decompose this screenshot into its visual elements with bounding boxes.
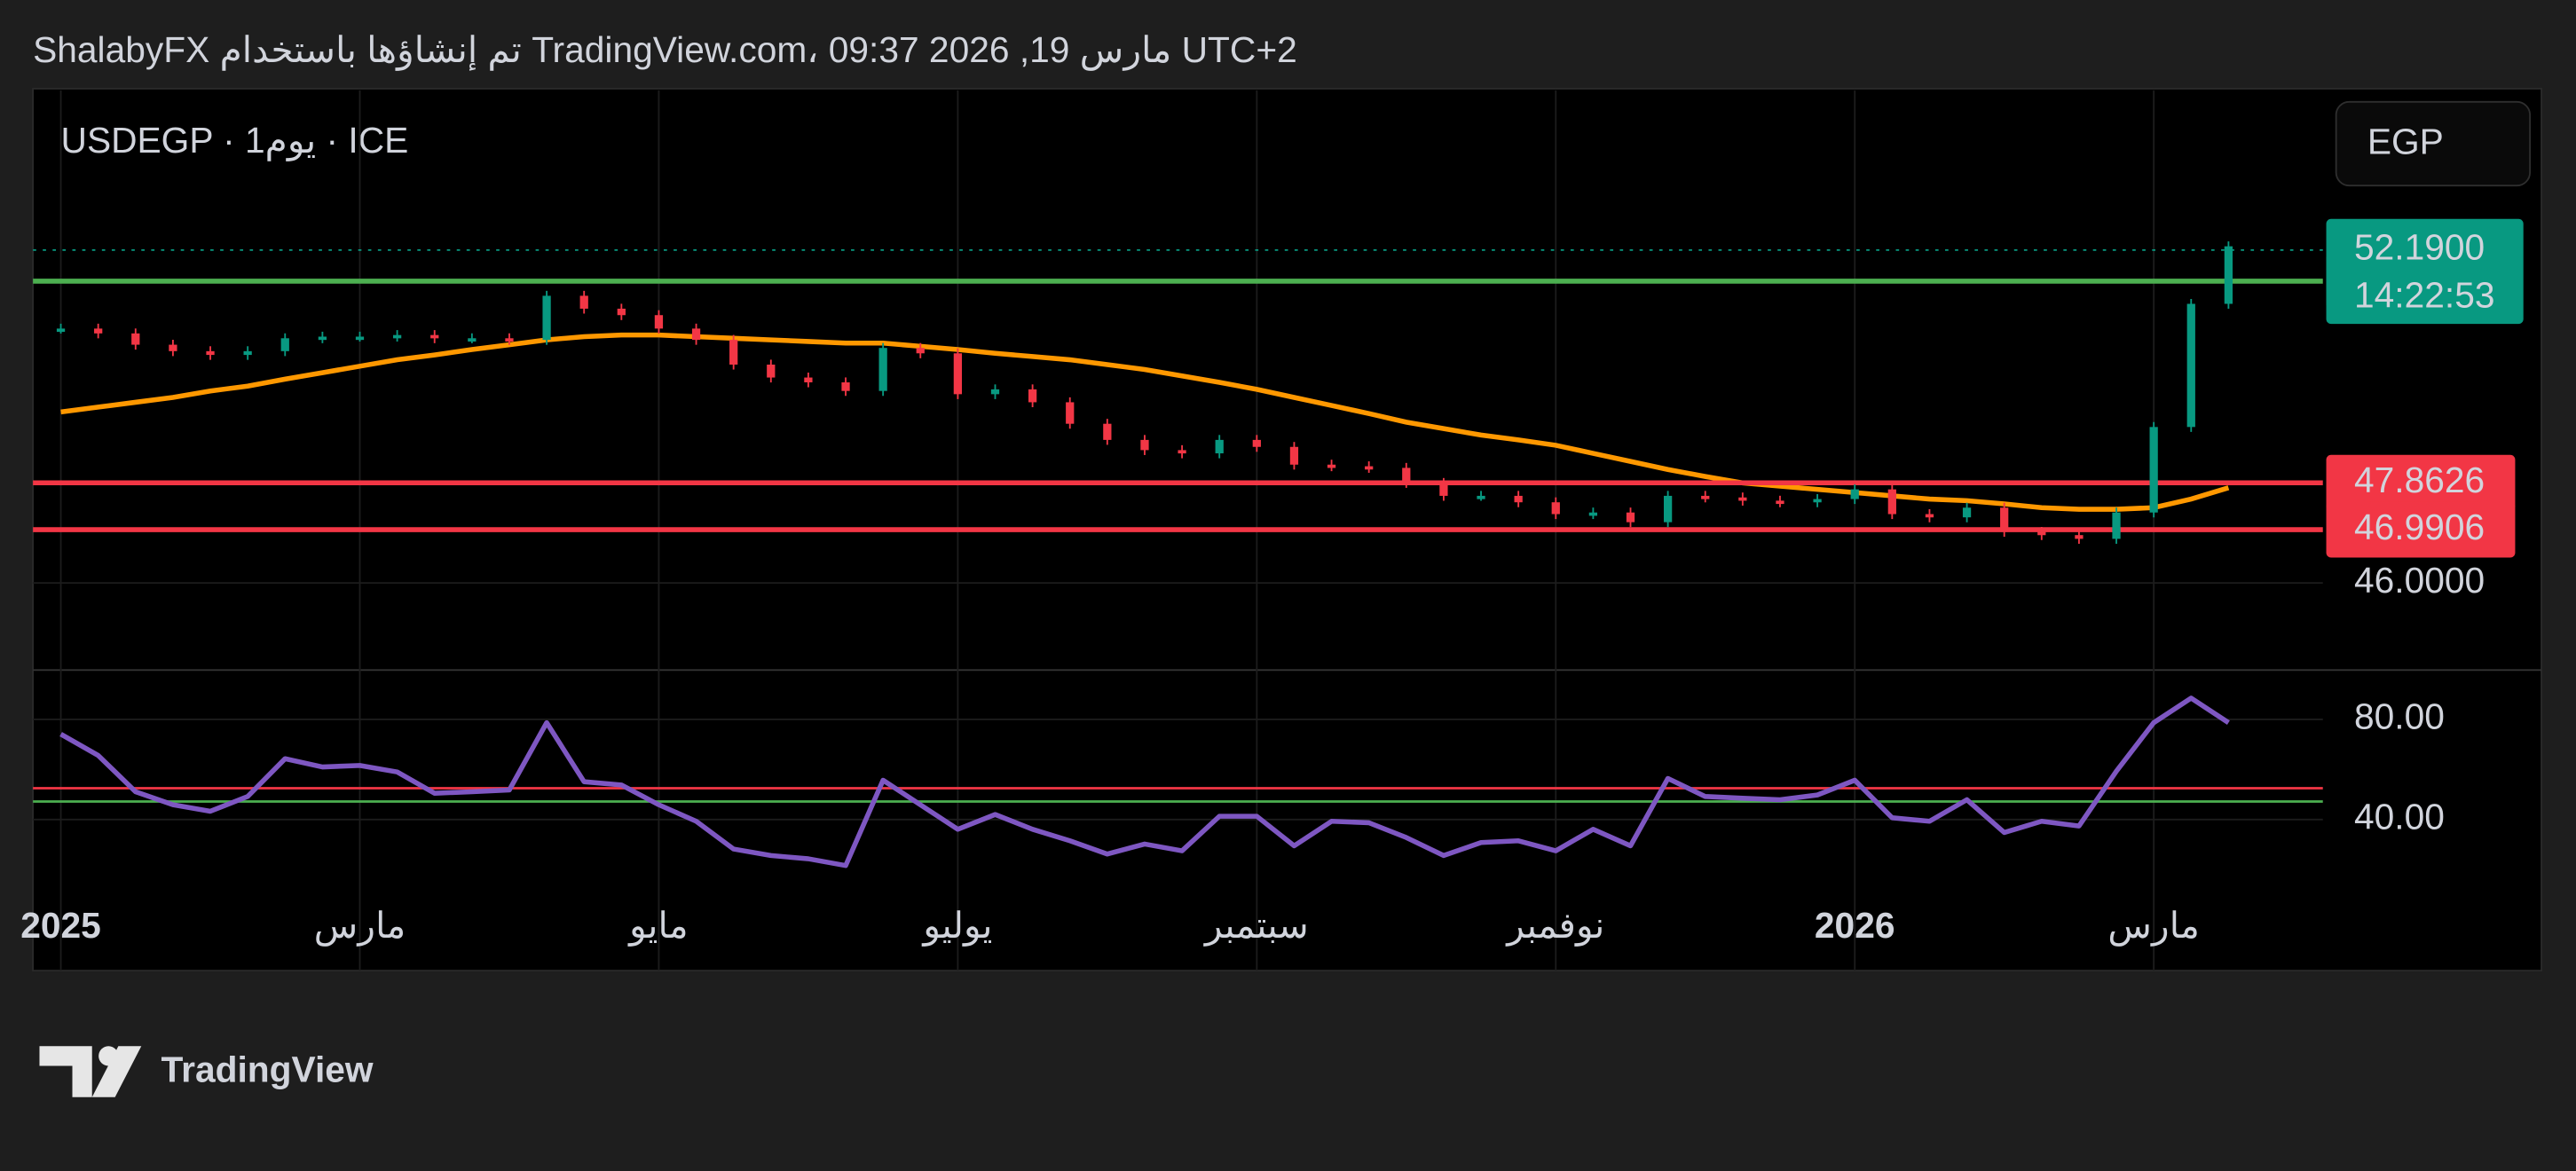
- candle: [206, 350, 215, 356]
- candle: [916, 348, 925, 354]
- moving-average: [60, 332, 2230, 512]
- candle: [94, 328, 103, 334]
- candle: [1365, 466, 1374, 470]
- candle: [579, 295, 588, 309]
- candle: [1028, 389, 1037, 403]
- candle: [468, 338, 477, 342]
- last-price-label: 52.1900: [2354, 227, 2485, 268]
- price-pane: [33, 90, 2323, 971]
- x-tick-label: 2026: [1815, 905, 1895, 946]
- candle: [243, 350, 252, 356]
- candle: [2075, 535, 2084, 539]
- candle: [505, 338, 514, 342]
- candle: [1850, 489, 1859, 499]
- candle: [1103, 423, 1112, 440]
- x-tick-label: سبتمبر: [1203, 905, 1309, 947]
- x-tick-label: 2025: [20, 905, 101, 946]
- candle: [2112, 512, 2121, 539]
- candle: [1477, 495, 1485, 499]
- candle: [729, 340, 738, 365]
- candle: [1252, 439, 1261, 447]
- candle: [1813, 499, 1822, 503]
- y-tick-label: 80.00: [2354, 696, 2445, 737]
- y-tick-label: 40.00: [2354, 797, 2445, 837]
- logo-mark: [91, 1046, 142, 1097]
- candle: [1701, 495, 1710, 499]
- candle: [1551, 502, 1560, 515]
- last-price-box: [2326, 218, 2524, 325]
- countdown-label: 14:22:53: [2354, 274, 2495, 315]
- candle: [767, 365, 776, 378]
- candle: [804, 377, 813, 383]
- candle: [990, 389, 1000, 395]
- candle: [953, 353, 963, 395]
- candle: [1626, 512, 1635, 523]
- candle: [2186, 303, 2195, 428]
- candle: [430, 334, 439, 339]
- x-tick-label: يوليو: [921, 905, 992, 947]
- candle: [280, 338, 289, 351]
- currency-label[interactable]: EGP: [2367, 122, 2444, 162]
- candle: [1439, 483, 1448, 496]
- logo-text: TradingView: [161, 1049, 373, 1090]
- candle: [1663, 495, 1673, 523]
- level-price-label: 46.9906: [2354, 507, 2485, 547]
- x-tick-label: مارس: [314, 905, 406, 947]
- level-price-label: 47.8626: [2354, 460, 2485, 500]
- candle: [2149, 427, 2158, 513]
- candle: [2224, 246, 2233, 304]
- candle: [2037, 531, 2046, 536]
- candle: [1588, 512, 1598, 516]
- candle: [1514, 495, 1523, 503]
- logo-mark: [39, 1046, 92, 1097]
- candle: [1140, 439, 1149, 451]
- symbol-legend: USDEGP · 1يوم · ICE: [61, 120, 409, 162]
- level-price-box: [2326, 454, 2516, 511]
- candle: [1776, 500, 1784, 505]
- level-price-box: [2326, 501, 2516, 558]
- rsi-pane: [33, 696, 2323, 868]
- logo: TradingView: [39, 1046, 374, 1097]
- candle: [169, 344, 177, 351]
- candle: [1178, 450, 1186, 454]
- candle: [841, 382, 850, 391]
- candle: [1962, 507, 1972, 518]
- candle: [1925, 514, 1934, 518]
- x-tick-label: مايو: [627, 905, 689, 947]
- x-tick-label: مارس: [2107, 905, 2200, 947]
- candle: [691, 328, 701, 341]
- candle: [2000, 507, 2009, 532]
- axes: 2025 مارس مايو يوليو سبتمبر نوفمبر 2026 مارس 46.…: [20, 218, 2524, 947]
- candle: [131, 333, 140, 345]
- candle: [1215, 439, 1224, 454]
- header-text: ShalabyFX تم إنشاؤها باستخدام TradingVie…: [33, 29, 1297, 72]
- candle: [1289, 446, 1299, 465]
- candle: [56, 328, 66, 333]
- candle: [542, 295, 551, 341]
- candle: [1738, 497, 1747, 501]
- candle: [1402, 468, 1411, 483]
- candle: [318, 336, 327, 341]
- candle: [1066, 402, 1075, 424]
- candle: [392, 334, 402, 339]
- candle: [617, 308, 626, 316]
- candle: [355, 336, 365, 341]
- indicator-line: [59, 696, 2230, 868]
- candle: [654, 315, 664, 329]
- y-tick-label: 46.0000: [2354, 560, 2485, 601]
- candle: [878, 348, 887, 391]
- x-tick-label: نوفمبر: [1505, 905, 1604, 947]
- candle: [1327, 464, 1336, 468]
- candle: [1887, 489, 1896, 515]
- currency-button[interactable]: [2335, 100, 2532, 187]
